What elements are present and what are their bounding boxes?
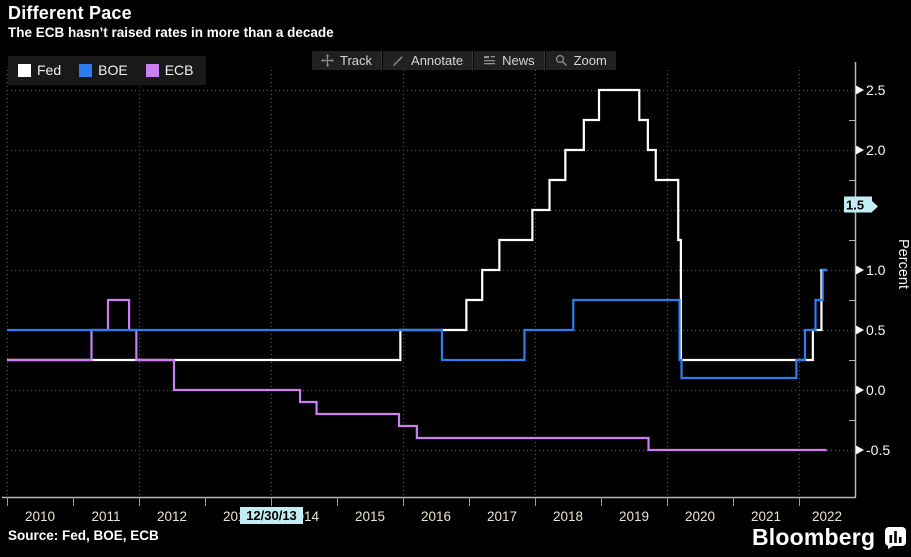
legend-item-ecb[interactable]: ECB: [145, 62, 194, 78]
svg-text:2021: 2021: [751, 509, 781, 524]
svg-text:2012: 2012: [157, 509, 187, 524]
zoom-button[interactable]: Zoom: [545, 51, 616, 70]
news-button-label: News: [502, 53, 535, 68]
svg-text:12/30/13: 12/30/13: [246, 508, 297, 523]
move-crosshair-icon: [321, 54, 334, 67]
svg-text:2017: 2017: [487, 509, 517, 524]
zoom-button-label: Zoom: [573, 53, 607, 68]
ecb-line: [7, 298, 827, 452]
legend-item-boe[interactable]: BOE: [79, 62, 128, 78]
fed-color-swatch: [18, 63, 31, 77]
legend-label-fed: Fed: [37, 62, 62, 78]
annotate-button[interactable]: Annotate: [383, 51, 474, 70]
x-axis: 2010 2011 2012 2013 2014 2015 2016 2017 2018 2019…: [2, 496, 856, 524]
source-note: Source: Fed, BOE, ECB: [8, 528, 159, 543]
tracker-date-badge: 12/30/13: [240, 507, 303, 524]
svg-text:0.0: 0.0: [866, 382, 886, 398]
page-subtitle: The ECB hasn’t raised rates in more than…: [8, 25, 334, 40]
fed-line: [7, 88, 827, 362]
ecb-color-swatch: [145, 63, 159, 77]
svg-text:2022: 2022: [812, 509, 842, 524]
boe-line: [7, 268, 827, 380]
tracker-value-badge: 1.5: [844, 196, 878, 213]
gridlines: [7, 70, 855, 497]
svg-text:1.5: 1.5: [846, 198, 864, 213]
track-button[interactable]: Track: [312, 51, 383, 70]
news-button[interactable]: News: [474, 51, 545, 70]
svg-text:2018: 2018: [553, 509, 583, 524]
svg-text:1.0: 1.0: [866, 262, 886, 278]
svg-text:2015: 2015: [355, 509, 385, 524]
pencil-icon: [393, 56, 403, 67]
svg-text:2016: 2016: [421, 509, 451, 524]
track-button-label: Track: [340, 53, 373, 68]
bloomberg-chart-bubble-icon: [885, 527, 907, 549]
svg-text:2020: 2020: [685, 509, 715, 524]
y-axis: 2.5 2.0 1.0 0.5 0.0 -0.5 Percent: [849, 62, 911, 497]
legend-label-ecb: ECB: [164, 62, 194, 78]
bloomberg-logo: Bloomberg: [752, 524, 907, 551]
boe-color-swatch: [79, 63, 93, 77]
magnifier-icon: [555, 54, 567, 67]
svg-text:2010: 2010: [25, 509, 55, 524]
page-title: Different Pace: [8, 3, 132, 23]
chart-toolbar: Track Annotate News Zoom: [312, 51, 617, 70]
svg-text:2011: 2011: [91, 509, 120, 524]
bloomberg-wordmark: Bloomberg: [752, 524, 876, 550]
svg-text:-0.5: -0.5: [866, 442, 890, 458]
svg-text:2.5: 2.5: [866, 82, 886, 98]
svg-text:0.5: 0.5: [866, 322, 886, 338]
annotate-button-label: Annotate: [411, 53, 464, 68]
y-axis-title: Percent: [895, 239, 911, 289]
legend-label-boe: BOE: [98, 62, 128, 78]
svg-text:2.0: 2.0: [866, 142, 886, 158]
chart-legend: Fed BOE ECB: [8, 56, 206, 85]
legend-item-fed[interactable]: Fed: [18, 62, 61, 78]
svg-text:2019: 2019: [619, 509, 649, 524]
news-lines-icon: [484, 56, 496, 65]
